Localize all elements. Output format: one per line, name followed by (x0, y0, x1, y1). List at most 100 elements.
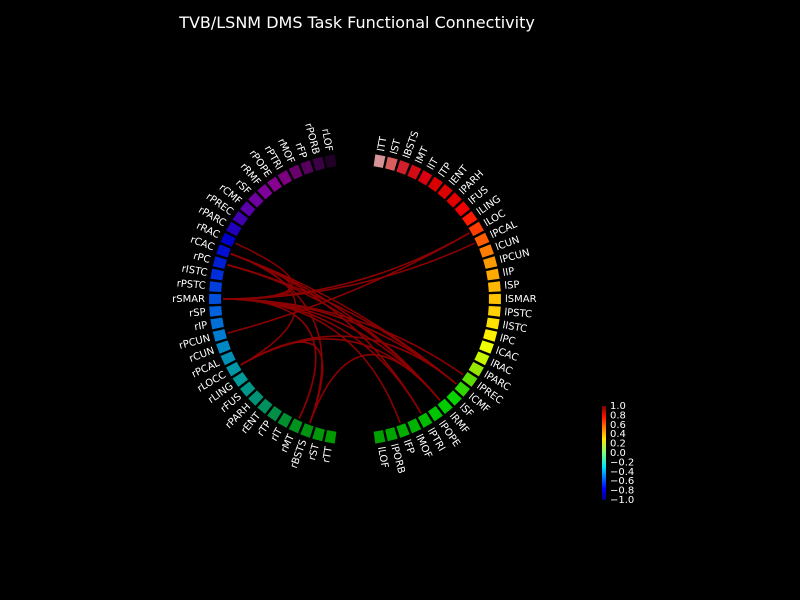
node-lmt (407, 164, 422, 180)
node-rent (257, 398, 273, 414)
node-label-rsp: rSP (189, 307, 206, 319)
node-rprec (232, 211, 248, 226)
node-lporb (385, 427, 398, 442)
colorbar-tick-label: −0.4 (610, 467, 634, 478)
node-rip (210, 317, 224, 330)
connection-layer (222, 232, 475, 424)
node-lprec (462, 372, 478, 387)
node-rpc (212, 256, 227, 269)
node-label-llof: lLOF (375, 446, 390, 469)
colorbar-tick-labels: 1.00.80.60.40.20.0−0.2−0.4−0.6−0.8−1.0 (610, 401, 634, 506)
node-rst (312, 427, 325, 442)
node-ring (209, 154, 501, 444)
node-rbsts (300, 423, 314, 438)
connection-lprec-rsmar (222, 298, 464, 376)
connection-rbsts-rlocc (240, 341, 324, 424)
node-lpc (483, 329, 498, 342)
node-rling (232, 372, 248, 387)
node-label-lpc: lPC (498, 333, 516, 348)
node-lparc (468, 361, 484, 377)
node-label-rtt: rTT (321, 445, 335, 464)
node-ristc (210, 268, 224, 281)
node-rrmf (257, 184, 273, 200)
node-lmof (407, 418, 422, 434)
node-label-ristc: rISTC (181, 264, 208, 279)
node-lst (385, 156, 398, 171)
node-rcac (216, 244, 231, 258)
node-lcmf (454, 381, 470, 397)
colorbar-tick-label: 0.6 (610, 420, 626, 431)
node-lloc (468, 221, 484, 237)
node-label-lip: lIP (502, 266, 515, 279)
colorbar-gradient (602, 406, 606, 500)
colorbar-tick-label: −0.2 (610, 457, 634, 468)
colorbar: 1.00.80.60.40.20.0−0.2−0.4−0.6−0.8−1.0 (602, 401, 634, 506)
page-title: TVB/LSNM DMS Task Functional Connectivit… (178, 13, 535, 32)
connection-lloc-rpcun (227, 232, 470, 334)
connection-rcac-rsmar (222, 253, 292, 300)
node-label-listc: lISTC (502, 320, 528, 335)
connection-rmt-rsmar (222, 298, 317, 419)
node-rtp (267, 406, 282, 422)
node-listc (486, 317, 500, 330)
node-lsp (488, 281, 501, 292)
node-rpcun (212, 329, 227, 342)
node-label-lsp: lSP (504, 280, 520, 292)
node-lit (417, 170, 433, 186)
node-rparc (226, 221, 242, 237)
node-rsmar (209, 293, 222, 305)
node-label-lfp: lFP (401, 438, 416, 455)
node-lrac (474, 351, 490, 366)
node-rpope (267, 176, 282, 192)
node-label-rlof: rLOF (319, 128, 334, 153)
node-lcac (479, 340, 494, 354)
colorbar-tick-label: −0.6 (610, 476, 634, 487)
node-label-rst: rST (307, 442, 322, 462)
node-rcun (216, 340, 231, 354)
node-label-ltt: lTT (376, 135, 390, 152)
colorbar-tick-label: 0.2 (610, 439, 626, 450)
node-lent (437, 184, 453, 200)
connection-lrmf-rpc (227, 264, 441, 401)
node-rsf (248, 192, 264, 208)
node-rfus (240, 381, 256, 397)
node-lsmar (488, 293, 501, 305)
node-rlof (324, 154, 337, 168)
node-lpope (428, 406, 443, 422)
node-lling (462, 211, 478, 226)
node-lfp (396, 423, 410, 438)
node-rpcal (220, 351, 236, 366)
colorbar-tick-label: 0.8 (610, 410, 626, 421)
node-rmof (288, 164, 303, 180)
node-label-lsmar: lSMAR (505, 294, 537, 305)
node-rsp (209, 306, 222, 317)
connection-lcmf-rsmar (222, 298, 457, 385)
node-rrac (220, 232, 236, 247)
node-label-rpc: rPC (192, 251, 211, 266)
node-label-rip: rIP (194, 320, 209, 333)
node-lsf (446, 390, 462, 406)
node-rptri (277, 170, 293, 186)
node-ltp (428, 176, 443, 192)
node-lparh (446, 192, 462, 208)
colorbar-tick-label: 0.4 (610, 429, 626, 440)
node-lrmf (437, 398, 453, 414)
node-lcun (479, 244, 494, 258)
node-rit (277, 412, 293, 428)
node-rmt (288, 418, 303, 434)
node-rporb (312, 156, 325, 171)
node-lbsts (396, 160, 410, 175)
node-label-rpstc: rPSTC (176, 278, 206, 291)
node-ltt (373, 154, 386, 168)
node-rfp (300, 160, 314, 175)
node-label-lpstc: lPSTC (504, 307, 533, 320)
connection-rbsts-lrmf (309, 353, 441, 424)
node-label-lst: lST (389, 137, 404, 155)
colorbar-tick-label: 0.0 (610, 448, 626, 459)
node-label-rsmar: rSMAR (172, 294, 205, 305)
node-lip (486, 268, 500, 281)
colorbar-tick-label: 1.0 (610, 401, 626, 412)
node-rparh (248, 390, 264, 406)
node-rlocc (226, 361, 242, 377)
colorbar-tick-label: −0.8 (610, 486, 634, 497)
